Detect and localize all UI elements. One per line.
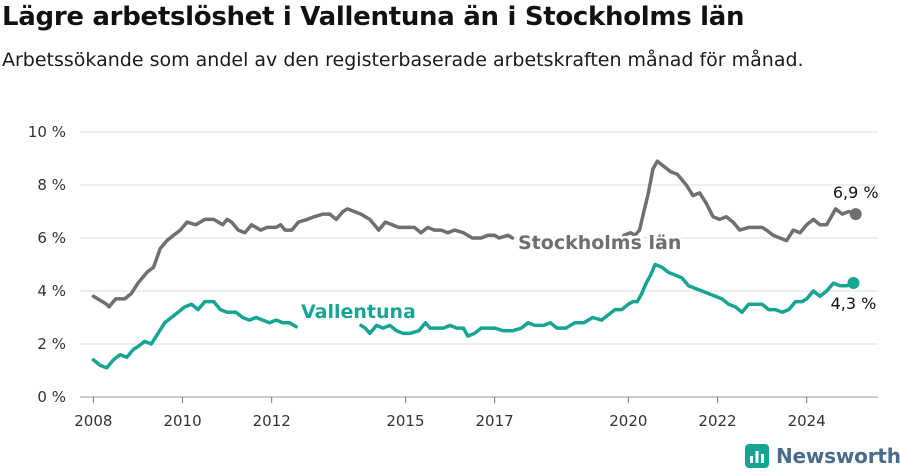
y-tick-label: 10 % (28, 123, 66, 141)
brand-logo: Newsworthy (744, 442, 900, 470)
y-tick-label: 0 % (37, 388, 66, 406)
x-axis: 2008 2010 2012 2015 2017 2020 2022 2024 (74, 397, 826, 430)
brand-name: Newsworthy (776, 444, 900, 468)
series-line-vallentuna (359, 262, 856, 338)
series-line-stockholms-l-n (622, 159, 858, 243)
x-tick-label: 2022 (698, 412, 736, 430)
x-tick-label: 2024 (788, 412, 826, 430)
series-line-vallentuna (91, 299, 298, 370)
gridlines (80, 131, 878, 398)
x-tick-label: 2008 (74, 412, 112, 430)
y-tick-label: 4 % (37, 282, 66, 300)
x-tick-label: 2010 (163, 412, 201, 430)
series-labels: 6,9 % 4,3 % Stockholms län Vallentuna (299, 183, 879, 325)
chart-title: Lägre arbetslöshet i Vallentuna än i Sto… (2, 2, 745, 32)
y-tick-label: 2 % (37, 335, 66, 353)
y-tick-label: 6 % (37, 229, 66, 247)
series-lines (91, 159, 862, 370)
x-tick-label: 2020 (609, 412, 647, 430)
end-value-label-stockholms-l-n: 6,9 % (833, 183, 879, 202)
series-label-stockholms-lan: Stockholms län (518, 232, 681, 254)
series-label-vallentuna: Vallentuna (301, 301, 416, 323)
end-point-vallentuna (847, 277, 860, 290)
y-tick-label: 8 % (37, 176, 66, 194)
series-line-stockholms-l-n (91, 207, 515, 309)
chart-subtitle: Arbetssökande som andel av den registerb… (2, 49, 804, 71)
y-axis: 0 % 2 % 4 % 6 % 8 % 10 % (28, 123, 66, 406)
x-tick-label: 2012 (253, 412, 291, 430)
end-point-stockholms-l-n (849, 208, 862, 221)
newsworthy-logo-icon (745, 444, 769, 468)
x-tick-label: 2017 (476, 412, 514, 430)
end-value-label-vallentuna: 4,3 % (831, 294, 877, 313)
x-tick-label: 2015 (386, 412, 424, 430)
